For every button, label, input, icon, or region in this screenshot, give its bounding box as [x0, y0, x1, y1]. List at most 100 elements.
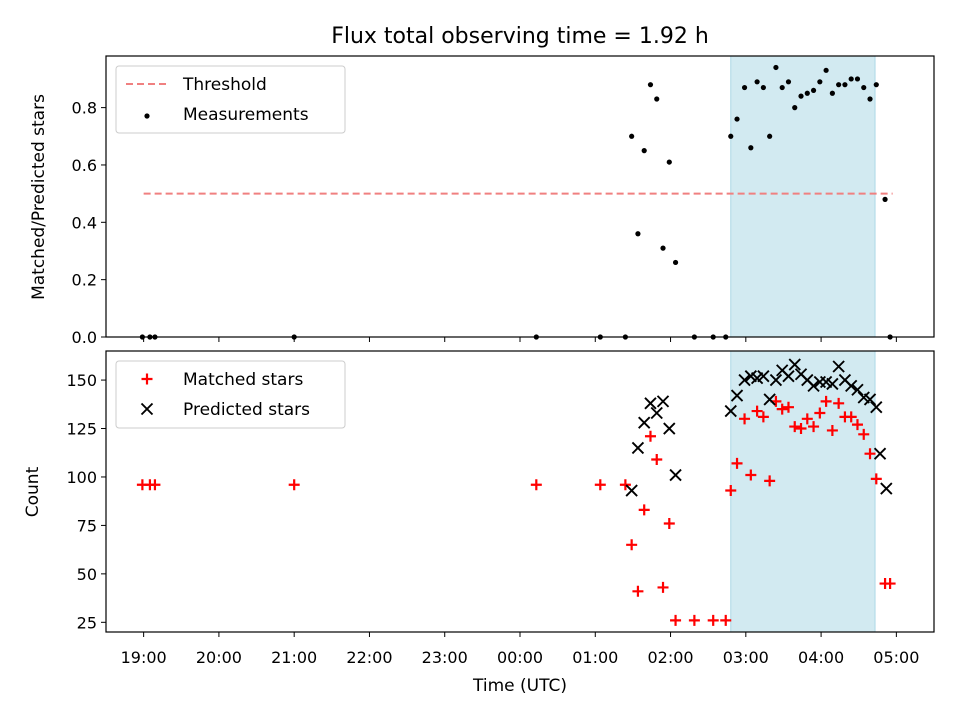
bottom-y-tick-label: 25 — [77, 613, 97, 632]
matched-star-point — [864, 448, 876, 460]
measurement-point — [641, 148, 647, 154]
measurement-point — [854, 76, 861, 82]
bottom-y-axis-label: Count — [23, 466, 43, 517]
bottom-y-tick-label: 100 — [66, 468, 97, 487]
predicted-star-point — [730, 389, 744, 402]
matched-star-point — [764, 475, 776, 487]
legend-label: Matched stars — [183, 370, 303, 390]
predicted-star-point — [880, 482, 893, 495]
measurement-point — [779, 84, 785, 91]
matched-star-point — [688, 614, 700, 626]
measurement-point — [804, 90, 810, 96]
matched-star-point — [745, 469, 757, 481]
matched-star-point — [814, 407, 826, 419]
matched-star-point — [757, 411, 769, 423]
measurement-point — [660, 245, 666, 251]
x-tick-label: 02:00 — [647, 648, 693, 667]
matched-star-point — [808, 421, 820, 433]
top-y-tick-label: 0.0 — [72, 328, 97, 347]
measurement-point — [836, 82, 842, 88]
measurement-point — [867, 96, 873, 102]
predicted-star-point — [663, 422, 676, 435]
predicted-star-point — [863, 393, 877, 406]
matched-star-point — [651, 454, 663, 466]
measurement-point — [754, 79, 760, 85]
matched-star-point — [626, 539, 638, 551]
measurement-point — [817, 79, 823, 85]
top-y-tick-label: 0.8 — [72, 99, 97, 118]
measurement-point — [882, 196, 888, 202]
measurement-point — [734, 116, 740, 122]
x-tick-label: 23:00 — [422, 648, 468, 667]
matched-star-point — [858, 428, 870, 440]
measurement-point — [792, 105, 798, 111]
bottom-legend: Matched stars Predicted stars — [115, 360, 346, 429]
matched-star-point — [789, 421, 801, 433]
x-tick-label: 01:00 — [572, 648, 618, 667]
matched-star-point — [149, 479, 161, 491]
matched-star-point — [663, 517, 675, 529]
top-y-tick-label: 0.2 — [72, 271, 97, 290]
bottom-panel: 25 50 75 100 125 150 19:00 20:00 21:00 22:00 23:00… — [66, 350, 935, 667]
legend-measurements-swatch — [144, 113, 150, 119]
x-tick-label: 00:00 — [497, 648, 543, 667]
matched-star-point — [594, 479, 606, 491]
legend-predicted-swatch — [140, 402, 154, 416]
predicted-star-point — [769, 373, 783, 387]
measurement-point — [767, 133, 773, 139]
top-legend-box — [115, 65, 346, 134]
top-legend: Threshold Measurements — [115, 65, 346, 134]
measurement-point — [873, 82, 879, 88]
matched-star-point — [845, 411, 857, 423]
predicted-star-point — [851, 383, 864, 396]
measurement-point — [741, 84, 748, 91]
predicted-star-point — [644, 397, 657, 410]
predicted-star-point — [826, 377, 839, 391]
predicted-star-point — [788, 358, 801, 371]
top-y-axis-label: Matched/Predicted stars — [29, 94, 49, 300]
measurement-point — [829, 90, 835, 96]
matched-star-point — [725, 485, 737, 497]
measurement-point — [798, 93, 804, 99]
measurement-point — [728, 133, 734, 139]
predicted-star-point — [738, 373, 751, 387]
measurement-point — [861, 84, 867, 91]
matched-star-point — [670, 614, 682, 626]
measurement-point — [666, 159, 672, 165]
bottom-y-tick-label: 150 — [66, 371, 97, 390]
predicted-star-point — [763, 393, 776, 406]
x-tick-label: 22:00 — [346, 648, 392, 667]
measurement-point — [785, 79, 792, 85]
measurement-point — [823, 67, 829, 73]
predicted-star-point — [807, 379, 820, 393]
matched-star-point — [826, 424, 838, 436]
matched-star-point — [820, 395, 832, 407]
measurement-point — [748, 145, 754, 151]
predicted-star-point — [757, 370, 770, 383]
matched-star-point — [739, 413, 751, 425]
bottom-y-tick-label: 125 — [66, 420, 97, 439]
measurement-point — [760, 84, 766, 91]
predicted-star-point — [845, 379, 858, 393]
legend-label: Threshold — [182, 75, 267, 95]
x-tick-label: 04:00 — [798, 648, 844, 667]
predicted-star-point — [631, 441, 645, 455]
x-axis-label: Time (UTC) — [472, 676, 567, 696]
predicted-star-point — [832, 360, 845, 373]
matched-star-point — [751, 405, 763, 417]
measurement-point — [672, 259, 679, 266]
matched-star-point — [707, 614, 719, 626]
matched-star-point — [288, 479, 300, 491]
bottom-legend-box — [115, 360, 346, 429]
x-tick-label: 21:00 — [271, 648, 317, 667]
legend-label: Predicted stars — [183, 400, 310, 420]
matched-star-point — [720, 614, 732, 626]
measurement-point — [842, 82, 848, 88]
chart-title: Flux total observing time = 1.92 h — [331, 24, 709, 49]
predicted-star-point — [870, 401, 883, 414]
measurement-point — [654, 96, 660, 102]
matched-star-point — [657, 581, 669, 593]
measurement-point — [629, 133, 635, 139]
predicted-star-point — [669, 468, 682, 482]
